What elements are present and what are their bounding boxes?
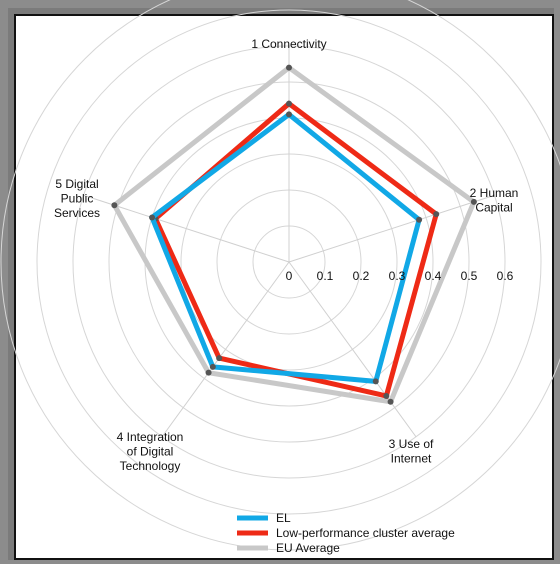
tick-label: 0.3 xyxy=(389,269,406,283)
data-point xyxy=(433,211,440,218)
axis-label: 1 Connectivity xyxy=(251,37,326,51)
axis-spoke xyxy=(288,261,417,438)
grid-ring xyxy=(0,0,560,551)
tick-label: 0 xyxy=(286,269,293,283)
axis-spoke xyxy=(161,261,290,438)
data-point xyxy=(286,64,292,71)
legend-label: EU Average xyxy=(276,541,340,555)
series-line xyxy=(149,111,422,385)
axis-spoke xyxy=(288,194,495,263)
grid-ring xyxy=(36,9,542,515)
data-point xyxy=(111,202,118,209)
axis-label: 5 Digital Public Services xyxy=(54,177,100,220)
radial-tick-labels: 0 0.1 0.2 0.3 0.4 0.5 0.6 xyxy=(286,269,514,283)
data-point xyxy=(209,363,216,370)
data-point xyxy=(387,398,394,405)
data-point xyxy=(416,216,423,223)
axis-label: 4 Integration of Digital Technology xyxy=(117,430,184,473)
data-point xyxy=(286,111,292,118)
series-line xyxy=(111,64,477,405)
legend-label: EL xyxy=(276,511,291,525)
data-point xyxy=(205,369,212,376)
legend-label: Low-performance cluster average xyxy=(276,526,455,540)
axis-label: 2 Human Capital xyxy=(470,186,519,215)
data-point xyxy=(216,355,223,362)
data-point xyxy=(372,378,379,385)
series-0 xyxy=(111,64,477,405)
radar-series xyxy=(111,64,477,405)
data-point xyxy=(286,100,292,107)
tick-label: 0.1 xyxy=(317,269,334,283)
data-point xyxy=(383,392,390,399)
series-2 xyxy=(149,111,423,385)
axis-label: 3 Use of Internet xyxy=(389,437,434,466)
tick-label: 0.4 xyxy=(425,269,442,283)
radar-spokes xyxy=(83,46,495,438)
axis-labels: 1 Connectivity 2 Human Capital 3 Use of Inte… xyxy=(54,37,518,473)
tick-label: 0.6 xyxy=(497,269,514,283)
tick-label: 0.5 xyxy=(461,269,478,283)
data-point xyxy=(470,198,477,205)
data-point xyxy=(149,214,156,221)
tick-label: 0.2 xyxy=(353,269,370,283)
